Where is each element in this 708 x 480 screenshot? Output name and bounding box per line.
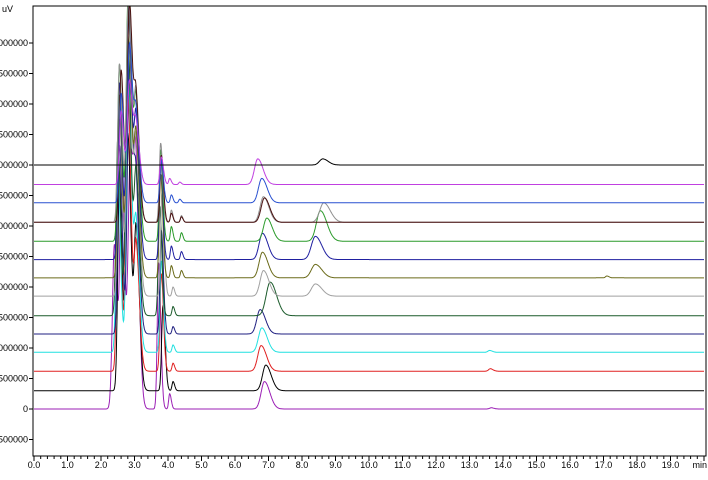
series-line-4 [34,46,704,335]
y-tick-label: 4000000 [0,160,28,170]
x-tick-label: 14.0 [494,460,512,470]
x-tick-label: 0.0 [28,460,41,470]
series-line-13 [34,78,704,185]
y-tick-label: 6000000 [0,38,28,48]
series-line-7 [34,8,704,279]
x-tick-label: 9.0 [329,460,342,470]
series-line-14 [34,158,704,166]
x-tick-label: 17.0 [595,460,613,470]
y-tick-label: 1000000 [0,343,28,353]
x-tick-label: 4.0 [162,460,175,470]
x-tick-label: 1.0 [61,460,74,470]
x-tick-label: 15.0 [528,460,546,470]
x-tick-label: 11.0 [394,460,411,470]
x-tick-label: 8.0 [296,460,309,470]
x-tick-label: 2.0 [95,460,108,470]
x-tick-label: 19.0 [662,460,680,470]
y-tick-label: 2000000 [0,282,28,292]
x-tick-label: 7.0 [262,460,275,470]
x-tick-label: 6.0 [229,460,242,470]
y-tick-label: 2500000 [0,252,28,262]
x-tick-label: 10.0 [360,460,378,470]
y-tick-label: -500000 [0,435,28,445]
y-tick-label: 3500000 [0,191,28,201]
y-tick-label: 3000000 [0,221,28,231]
y-axis-label: uV [2,4,13,14]
series-line-3 [34,83,704,353]
series-line-9 [34,6,704,242]
x-tick-label: 16.0 [561,460,579,470]
y-tick-label: 4500000 [0,130,28,140]
plot-frame [32,5,707,457]
series-line-0 [34,133,704,410]
series-line-5 [34,34,704,317]
series-line-1 [34,132,704,392]
y-tick-label: 500000 [0,374,28,384]
y-tick-label: 0 [23,404,28,414]
series-line-12 [34,41,704,204]
series-line-8 [34,6,704,261]
x-tick-label: 5.0 [195,460,208,470]
y-axis-ticks: -500000 0 500000 1000000 1500000 2000000 25000… [0,38,33,445]
x-tick-label: 13.0 [461,460,479,470]
series-line-2 [34,90,704,372]
y-tick-label: 5500000 [0,69,28,79]
y-tick-label: 1500000 [0,313,28,323]
x-tick-label: 3.0 [128,460,141,470]
x-tick-label: 12.0 [427,460,445,470]
series-line-11 [34,6,704,223]
series-line-6 [34,14,704,297]
x-axis-ticks: 0.0 1.0 2.0 3.0 4.0 5.0 6.0 7.0 8.0 9.0 10.0 11.0 12… [28,456,705,470]
x-axis-label: min [692,460,707,470]
x-tick-label: 18.0 [628,460,646,470]
series-group [34,6,704,410]
